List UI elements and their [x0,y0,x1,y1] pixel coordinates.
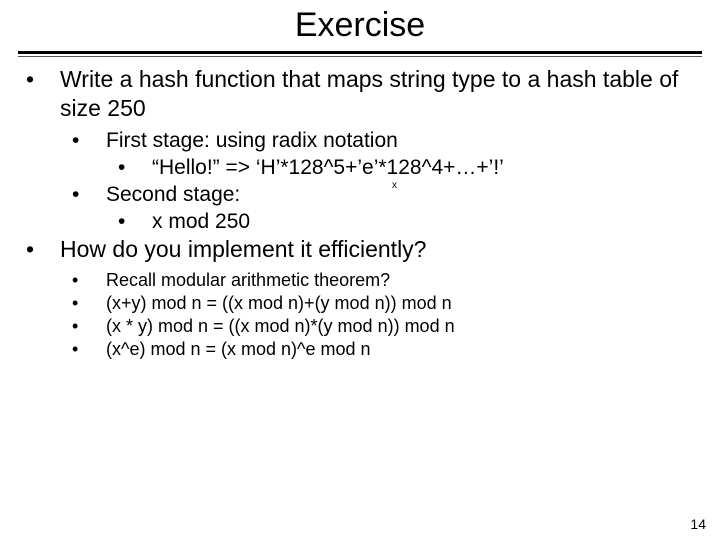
bullet-text-sup: x [392,180,397,191]
bullet-text: (x^e) mod n = (x mod n)^e mod n [106,338,694,361]
title-rule-thick [18,51,702,54]
bullet-sub-1b1: x mod 250 [118,209,694,236]
bullet-text: First stage: using radix notation [106,128,694,155]
bullet-icon [72,292,106,315]
bullet-sub-1b: Second stage: x [72,182,694,209]
bullet-icon [72,182,106,209]
bullet-text: x mod 250 [152,209,694,236]
bullet-icon [26,235,60,264]
bullet-text: Write a hash function that maps string t… [60,65,694,124]
bullet-icon [72,269,106,292]
bullet-text-prefix: Second stage: [106,183,240,206]
bullet-sub-1a: First stage: using radix notation [72,128,694,155]
bullet-text: How do you implement it efficiently? [60,235,694,264]
bullet-sub-2a: Recall modular arithmetic theorem? [72,269,694,292]
bullet-text: (x * y) mod n = ((x mod n)*(y mod n)) mo… [106,315,694,338]
bullet-icon [72,315,106,338]
slide-title: Exercise [0,0,720,49]
bullet-icon [118,209,152,236]
bullet-text: “Hello!” => ‘H’*128^5+’e’*128^4+…+’!’ [152,155,694,182]
bullet-text: Second stage: x [106,182,694,209]
bullet-icon [72,128,106,155]
bullet-text: (x+y) mod n = ((x mod n)+(y mod n)) mod … [106,292,694,315]
bullet-icon [26,65,60,94]
bullet-sub-1a1: “Hello!” => ‘H’*128^5+’e’*128^4+…+’!’ [118,155,694,182]
bullet-icon [72,338,106,361]
slide: Exercise Write a hash function that maps… [0,0,720,540]
bullet-main-2: How do you implement it efficiently? [26,235,694,264]
bullet-sub-2b: (x+y) mod n = ((x mod n)+(y mod n)) mod … [72,292,694,315]
bullet-main-1: Write a hash function that maps string t… [26,65,694,124]
page-number: 14 [690,516,706,532]
bullet-sub-2d: (x^e) mod n = (x mod n)^e mod n [72,338,694,361]
bullet-sub-2c: (x * y) mod n = ((x mod n)*(y mod n)) mo… [72,315,694,338]
bullet-text: Recall modular arithmetic theorem? [106,269,694,292]
bullet-icon [118,155,152,182]
slide-body: Write a hash function that maps string t… [0,57,720,361]
